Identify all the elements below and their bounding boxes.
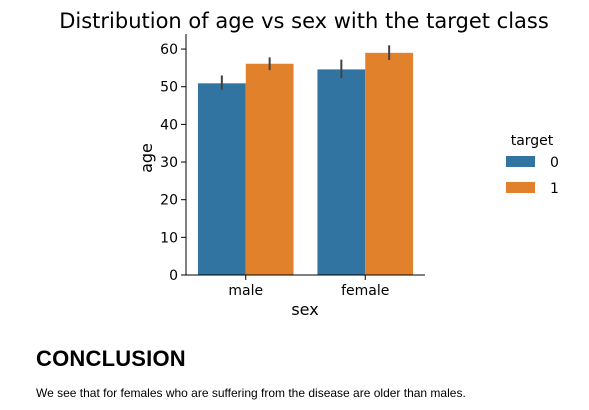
x-axis-label: sex (291, 300, 318, 319)
legend-label-1: 1 (550, 181, 559, 197)
x-tick-label: male (228, 283, 263, 299)
legend-title: target (511, 133, 554, 149)
bar-chart: Distribution of age vs sex with the targ… (59, 9, 559, 319)
y-tick-label: 30 (160, 155, 178, 171)
conclusion-text: We see that for females who are sufferin… (36, 386, 466, 400)
y-tick-label: 60 (160, 42, 178, 58)
bar-male-target-0 (197, 83, 246, 276)
y-tick-label: 20 (160, 193, 178, 209)
legend-swatch-0 (506, 156, 535, 167)
bar-male-target-1 (245, 63, 294, 275)
legend-swatch-1 (506, 182, 535, 193)
y-tick-label: 40 (160, 117, 178, 133)
bar-female-target-1 (365, 52, 414, 275)
y-tick-label: 10 (160, 230, 178, 246)
legend: target 0 1 (506, 133, 559, 197)
x-tick-label: female (341, 283, 389, 299)
y-tick-label: 0 (169, 268, 178, 284)
y-tick-label: 50 (160, 80, 178, 96)
y-axis-label: age (137, 143, 156, 173)
bar-female-target-0 (317, 69, 366, 275)
conclusion-heading: CONCLUSION (36, 346, 186, 371)
chart-title: Distribution of age vs sex with the targ… (59, 9, 549, 33)
legend-label-0: 0 (550, 155, 559, 171)
